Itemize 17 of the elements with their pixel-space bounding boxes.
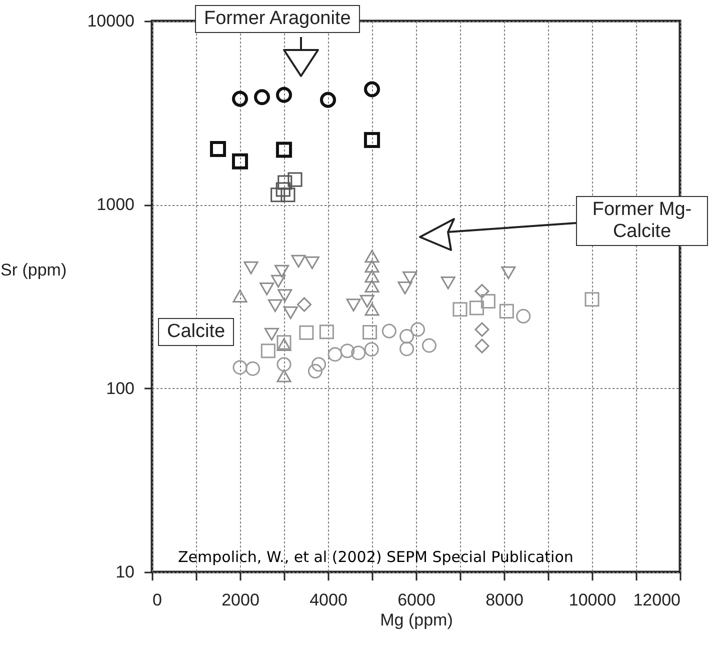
y-tick-label: 1000 [96,195,134,214]
x-tick-label: 0 [152,590,162,610]
x-tick-label: 2000 [222,590,260,610]
annotation: Zempolich, W., et al (2002) SEPM Special Publication [178,547,574,568]
x-tick-label: 12000 [633,590,680,610]
annotation: Calcite [158,318,234,346]
y-axis-title: Sr (ppm) [0,260,67,280]
annotation: Former Aragonite [195,5,360,33]
y-tick-label: 10000 [87,12,134,30]
x-tick-label: 6000 [398,590,436,610]
y-tick-label: 100 [106,378,134,398]
annotation: Former Mg-Calcite [576,196,708,246]
x-tick-label: 8000 [486,590,524,610]
x-tick-label: 10000 [568,590,616,610]
x-axis-title: Mg (ppm) [380,610,453,630]
x-tick-label: 4000 [310,590,348,610]
y-tick-label: 10 [116,562,134,582]
